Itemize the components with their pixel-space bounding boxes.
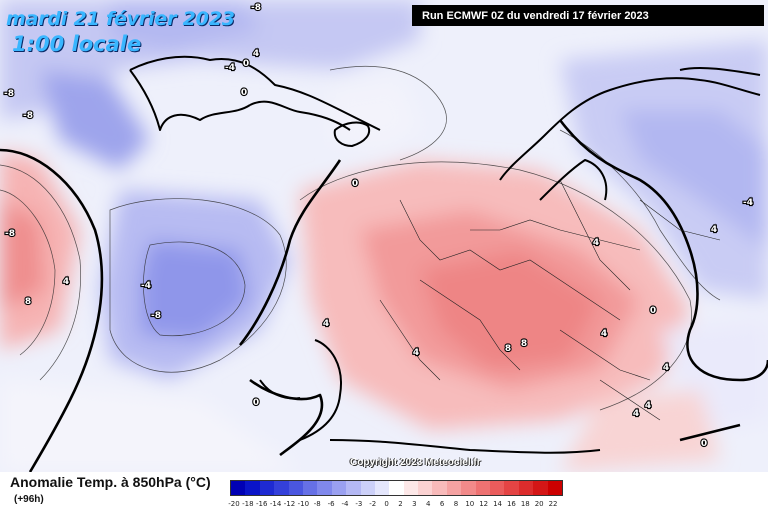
lead-time: (+96h) — [14, 494, 44, 505]
contour-label: 8 — [505, 344, 511, 354]
temperature-anomaly-map: -8 -8 -8 4 -4 0 0 -8 8 4 -8 -4 0 4 4 0 8… — [0, 0, 768, 472]
copyright-text: Copyright 2023 Meteociel.fr — [350, 457, 481, 468]
color-swatch — [317, 481, 332, 495]
scale-tick-label: -14 — [269, 500, 282, 508]
model-run-info: Run ECMWF 0Z du vendredi 17 février 2023 — [412, 5, 764, 26]
color-swatch — [374, 481, 390, 495]
contour-label: 0 — [701, 439, 707, 449]
color-swatch — [547, 481, 562, 495]
color-swatch — [533, 481, 548, 495]
contour-label: -8 — [23, 111, 33, 121]
contour-label: -8 — [151, 311, 161, 321]
contour-label: -4 — [141, 281, 151, 291]
scale-tick-label: -8 — [313, 500, 321, 508]
color-swatch — [475, 481, 491, 495]
contour-label: 4 — [601, 329, 607, 339]
color-scale-bar — [230, 480, 563, 496]
color-swatch — [446, 481, 462, 495]
contour-label: 4 — [663, 363, 669, 373]
scale-tick-label: -3 — [355, 500, 363, 508]
scale-tick-label: 4 — [425, 500, 431, 508]
color-swatch — [403, 481, 419, 495]
scale-tick-label: 2 — [398, 500, 403, 508]
contour-label: 0 — [352, 179, 358, 189]
color-swatch — [504, 481, 519, 495]
contour-label: 4 — [633, 409, 639, 419]
contour-label: 0 — [243, 59, 249, 69]
legend-title: Anomalie Temp. à 850hPa (°C) — [10, 474, 211, 490]
color-swatch — [331, 481, 347, 495]
contour-label: -8 — [251, 3, 261, 13]
scale-tick-label: 6 — [439, 500, 445, 508]
contour-label: 4 — [323, 319, 329, 329]
forecast-date: mardi 21 février 2023 — [6, 8, 235, 30]
contour-label: 4 — [413, 348, 419, 358]
scale-tick-label: 16 — [506, 500, 516, 508]
scale-tick-label: -10 — [297, 500, 310, 508]
contour-label: -4 — [225, 63, 235, 73]
color-scale-ticks: -20 -18 -16 -14 -12 -10 -8 -6 -4 -3 -2 0 2 3 4 6 8 10 12 14… — [228, 500, 563, 510]
scale-tick-label: 3 — [412, 500, 417, 508]
color-swatch — [259, 481, 275, 495]
scale-tick-label: 18 — [520, 500, 530, 508]
contour-label: 4 — [645, 401, 651, 411]
color-swatch — [518, 481, 534, 495]
color-swatch — [418, 481, 433, 495]
contour-label: 4 — [63, 277, 69, 287]
scale-tick-label: -4 — [341, 500, 349, 508]
scale-tick-label: -18 — [242, 500, 254, 508]
contour-label: -8 — [4, 89, 14, 99]
color-swatch — [461, 481, 476, 495]
color-swatch — [432, 481, 447, 495]
color-swatch — [490, 481, 505, 495]
scale-tick-label: 14 — [493, 500, 503, 508]
color-swatch — [302, 481, 318, 495]
scale-tick-label: -16 — [255, 500, 268, 508]
contour-label: 4 — [253, 49, 259, 59]
color-swatch — [274, 481, 289, 495]
scale-tick-label: -12 — [283, 500, 296, 508]
contour-label: 4 — [593, 238, 599, 248]
color-swatch — [346, 481, 361, 495]
scale-tick-label: 0 — [384, 500, 389, 508]
contour-label: 0 — [253, 398, 259, 408]
scale-tick-label: 8 — [453, 500, 459, 508]
scale-tick-label: 22 — [548, 500, 558, 508]
contour-label: -4 — [743, 198, 753, 208]
scale-tick-label: -2 — [369, 500, 377, 508]
scale-tick-label: 10 — [465, 500, 475, 508]
contour-label: 4 — [711, 225, 717, 235]
color-swatch — [231, 481, 246, 495]
scale-tick-label: 20 — [534, 500, 544, 508]
contour-label: 8 — [521, 339, 527, 349]
scale-tick-label: 12 — [479, 500, 489, 508]
contour-label: -8 — [5, 229, 15, 239]
contour-label: 0 — [241, 88, 247, 98]
scale-tick-label: -20 — [228, 500, 240, 508]
color-swatch — [245, 481, 260, 495]
color-swatch — [389, 481, 404, 495]
scale-tick-label: -6 — [327, 500, 335, 508]
forecast-time: 1:00 locale — [12, 32, 142, 56]
color-swatch — [288, 481, 303, 495]
contour-label: 8 — [25, 297, 31, 307]
contour-label: 0 — [650, 306, 656, 316]
color-swatch — [360, 481, 375, 495]
